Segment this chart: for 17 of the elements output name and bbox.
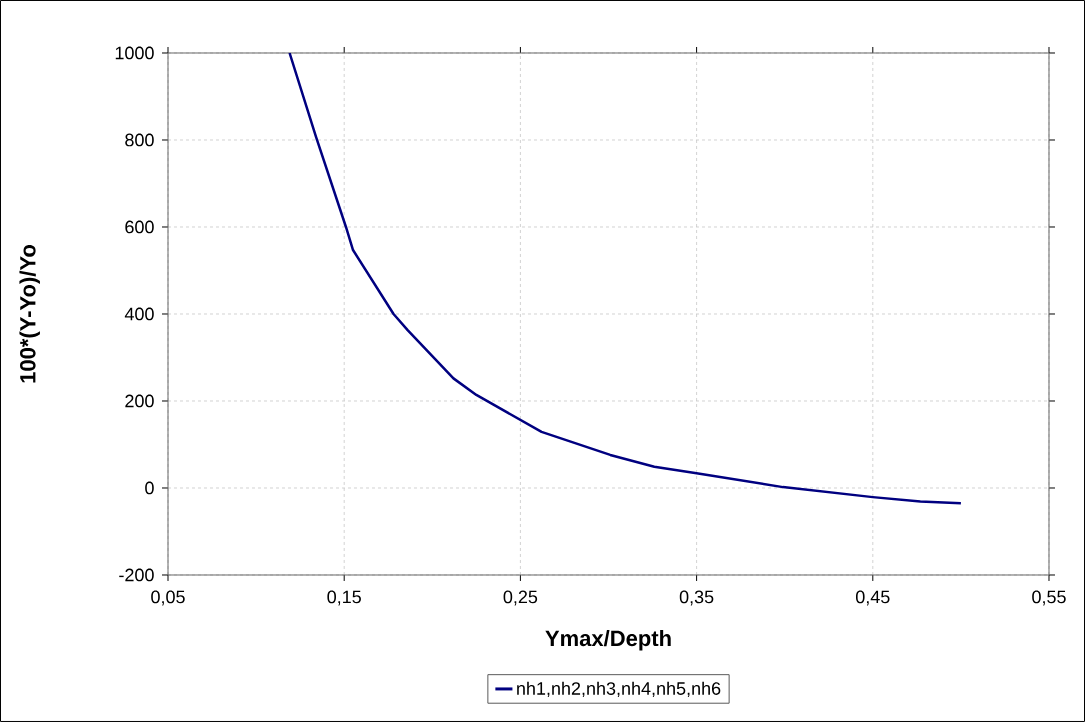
x-tick-label: 0,05 [151,590,185,606]
x-tick-label: 0,35 [679,590,714,606]
y-tick-label: 800 [125,133,154,147]
x-tick-label: 0,45 [855,590,890,606]
legend-label: nh1,nh2,nh3,nh4,nh5,nh6 [517,681,721,698]
x-tick-label: 0,15 [327,590,361,606]
y-tick-label: 1000 [115,46,154,60]
x-axis-title: Ymax/Depth [545,629,671,651]
y-tick-label: 600 [125,220,154,234]
y-tick-label: 200 [125,394,154,408]
y-axis-title: 100*(Y-Yo)/Yo [19,244,40,383]
y-tick-label: 0 [145,481,154,495]
x-tick-label: 0,55 [1032,590,1066,606]
y-tick-label: 400 [124,307,154,321]
y-tick-label: -200 [119,568,154,582]
x-tick-label: 0,25 [503,590,538,606]
line-series [288,52,963,505]
